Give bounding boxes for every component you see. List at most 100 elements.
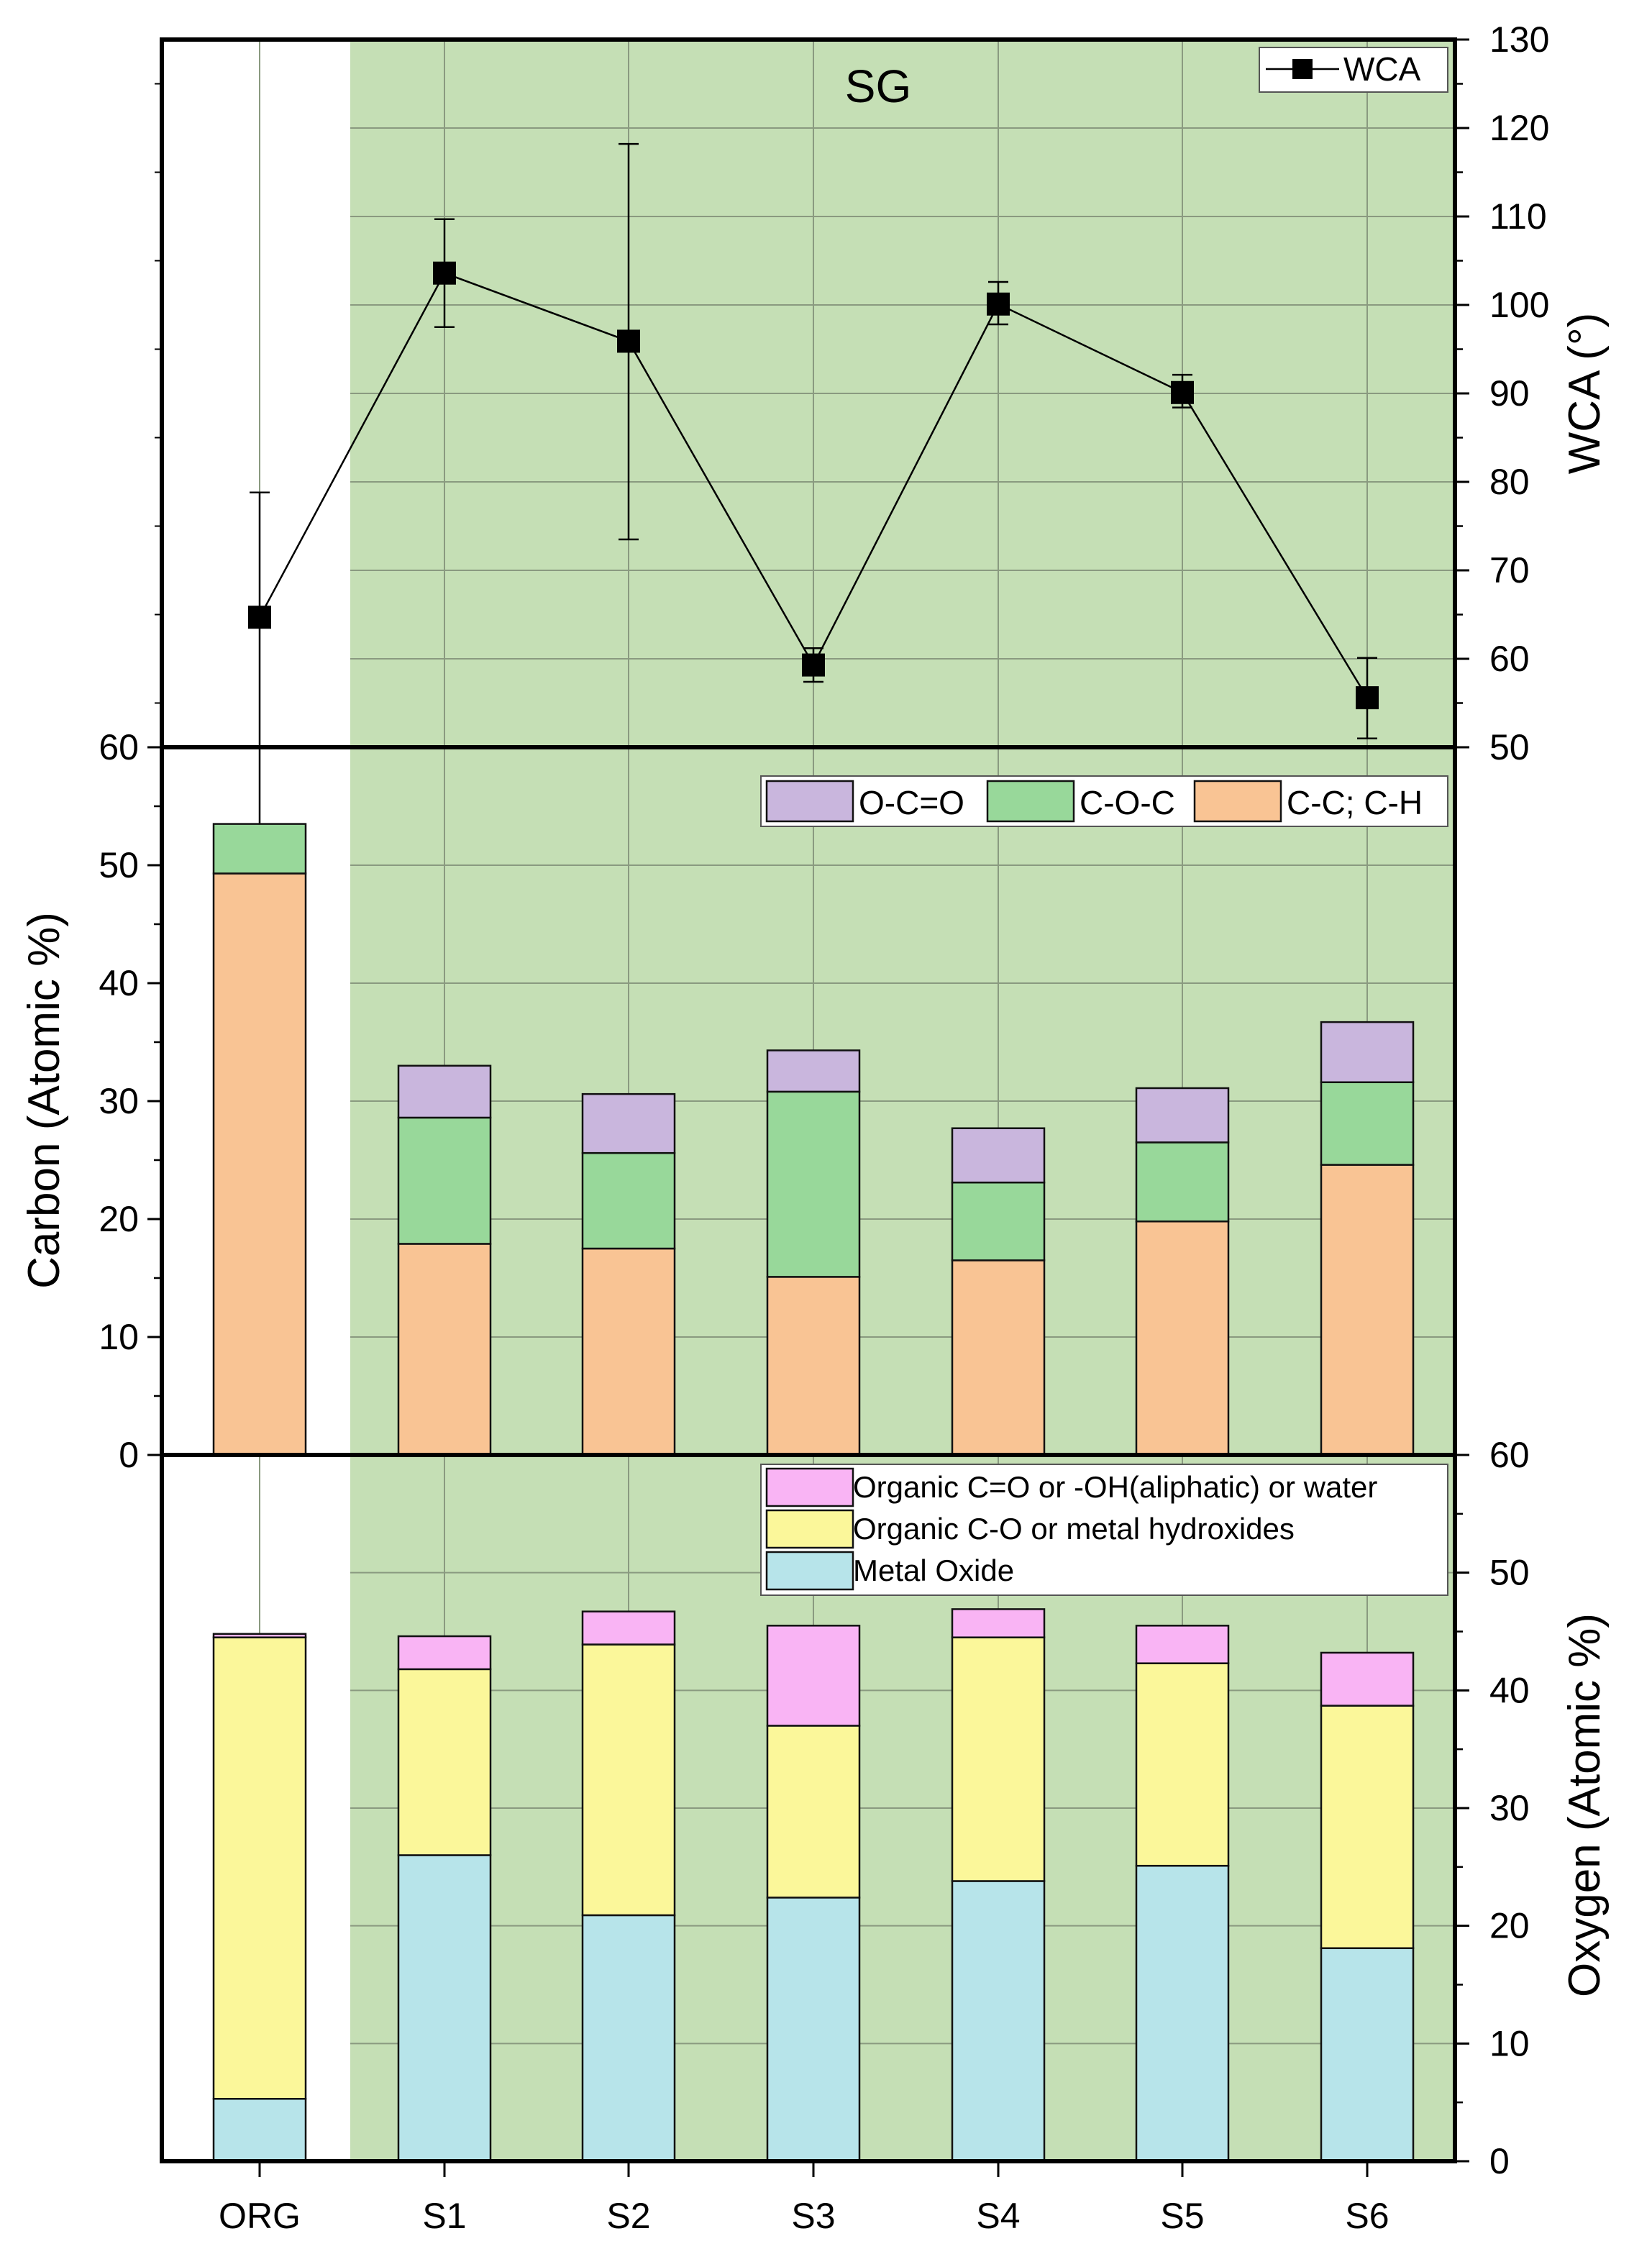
bar-p2-S2-s1 — [581, 1151, 676, 1250]
bar-p3-S5-s1 — [1135, 1662, 1230, 1867]
bar-p3-S3-s1 — [766, 1725, 861, 1899]
y-axis-title-carbon: Carbon (Atomic %) — [19, 912, 69, 1289]
ytick-label-p2-4: 40 — [99, 963, 139, 1003]
bar-p2-S4-s2 — [951, 1127, 1046, 1184]
legend-label-oxygen-2: Organic C=O or -OH(aliphatic) or water — [853, 1470, 1377, 1504]
legend-label-carbon-0: C-C; C-H — [1287, 784, 1423, 821]
ytick-label-p1-7: 120 — [1489, 108, 1549, 148]
bar-p2-S5-s0 — [1135, 1220, 1230, 1456]
bar-p2-S1-s0 — [397, 1243, 492, 1456]
ytick-label-p3-6: 60 — [1489, 1435, 1530, 1475]
legend-swatch-carbon-0 — [1193, 780, 1282, 823]
legends: WCA O-C=O C-O-C C-C; C-H Organic C=O or -OH(… — [760, 47, 1448, 1596]
bar-p3-S6-s1 — [1320, 1705, 1415, 1950]
bar-p3-S6-s0 — [1320, 1947, 1415, 2163]
bar-p3-S4-s1 — [951, 1636, 1046, 1882]
legend-label-carbon-2: O-C=O — [859, 784, 964, 821]
legend-marker-wca — [1292, 59, 1313, 79]
bar-p2-S3-s2 — [766, 1049, 861, 1093]
ytick-label-p1-4: 90 — [1489, 373, 1530, 414]
bar-p3-S2-s2 — [581, 1610, 676, 1646]
ytick-label-p2-6: 60 — [99, 727, 139, 767]
wca-point-ORG — [248, 606, 271, 629]
wca-point-S6 — [1356, 686, 1379, 710]
ytick-label-p3-2: 20 — [1489, 1906, 1530, 1946]
ytick-label-p2-1: 10 — [99, 1317, 139, 1357]
xtick-label-S6: S6 — [1345, 2196, 1389, 2236]
legend-box-wca — [1259, 47, 1448, 93]
bar-p2-S5-s1 — [1135, 1141, 1230, 1223]
panel-title-sg: SG — [845, 60, 911, 112]
legend-swatch-oxygen-2 — [765, 1467, 854, 1507]
bar-p2-ORG-s1 — [212, 823, 307, 875]
y-axis-title-wca: WCA (°) — [1560, 313, 1610, 475]
wca-point-S2 — [617, 329, 640, 353]
wca-point-S1 — [433, 261, 456, 285]
legend-label-oxygen-1: Organic C-O or metal hydroxides — [853, 1512, 1295, 1546]
legend-swatch-carbon-1 — [986, 780, 1075, 823]
bar-p3-S3-s2 — [766, 1625, 861, 1727]
axis-ticks — [147, 38, 1469, 2177]
ytick-label-p3-1: 10 — [1489, 2023, 1530, 2063]
bar-p2-S4-s0 — [951, 1259, 1046, 1456]
ytick-label-p1-6: 110 — [1489, 196, 1547, 237]
xtick-label-S4: S4 — [976, 2196, 1020, 2236]
bar-p3-ORG-s1 — [212, 1636, 307, 2100]
bar-p2-S4-s1 — [951, 1181, 1046, 1261]
ytick-label-p1-5: 100 — [1489, 285, 1549, 325]
bar-p2-S3-s1 — [766, 1090, 861, 1278]
ytick-label-p3-0: 0 — [1489, 2141, 1510, 2181]
xtick-label-S1: S1 — [422, 2196, 466, 2236]
ytick-label-p1-8: 130 — [1489, 19, 1549, 60]
ytick-label-p1-2: 70 — [1489, 550, 1530, 590]
y-axis-title-oxygen: Oxygen (Atomic %) — [1560, 1613, 1610, 1997]
xtick-label-S5: S5 — [1160, 2196, 1204, 2236]
legend-box-oxygen — [760, 1464, 1448, 1596]
wca-point-S5 — [1171, 380, 1194, 404]
ytick-label-p2-0: 0 — [119, 1435, 139, 1475]
xtick-label-S3: S3 — [791, 2196, 835, 2236]
bar-p3-S1-s1 — [397, 1668, 492, 1856]
bar-p2-S6-s1 — [1320, 1081, 1415, 1166]
bar-p2-S1-s1 — [397, 1116, 492, 1245]
bar-p2-S3-s0 — [766, 1276, 861, 1456]
bar-p3-ORG-s0 — [212, 2098, 307, 2163]
ytick-label-p3-5: 50 — [1489, 1553, 1530, 1593]
bar-p2-S6-s2 — [1320, 1021, 1415, 1084]
bar-p3-S4-s0 — [951, 1880, 1046, 2163]
ytick-label-p1-0: 50 — [1489, 727, 1530, 767]
bar-p3-S2-s0 — [581, 1914, 676, 2163]
ytick-label-p3-4: 40 — [1489, 1670, 1530, 1710]
bar-p3-S5-s2 — [1135, 1625, 1230, 1664]
xtick-label-ORG: ORG — [219, 2196, 301, 2236]
ytick-label-p3-3: 30 — [1489, 1788, 1530, 1828]
bar-p3-S1-s2 — [397, 1635, 492, 1671]
bar-p3-S5-s0 — [1135, 1864, 1230, 2163]
wca-point-S4 — [987, 292, 1010, 316]
data-marks — [212, 142, 1415, 2163]
bar-p2-ORG-s0 — [212, 872, 307, 1456]
bar-p2-S6-s0 — [1320, 1164, 1415, 1456]
ytick-label-p2-5: 50 — [99, 845, 139, 885]
bar-p3-S6-s2 — [1320, 1651, 1415, 1707]
legend-label-carbon-1: C-O-C — [1080, 784, 1175, 821]
bar-p2-S1-s2 — [397, 1064, 492, 1119]
bar-p2-S5-s2 — [1135, 1087, 1230, 1144]
ytick-label-p1-1: 60 — [1489, 639, 1530, 679]
bar-p3-ORG-s2 — [212, 1633, 307, 1638]
legend-label-oxygen-0: Metal Oxide — [853, 1553, 1014, 1587]
axis-labels: 50 60 70 80 90 100 110 120 130 0 10 20 30 40 50 60 0 10 20… — [19, 19, 1610, 2236]
ytick-label-p2-3: 30 — [99, 1081, 139, 1121]
bar-p3-S3-s0 — [766, 1897, 861, 2163]
bar-p3-S2-s1 — [581, 1643, 676, 1917]
legend-swatch-oxygen-0 — [765, 1551, 854, 1591]
legend-box-carbon — [760, 775, 1448, 827]
legend-swatch-oxygen-1 — [765, 1509, 854, 1549]
bar-p3-S4-s2 — [951, 1608, 1046, 1638]
bar-p2-S2-s2 — [581, 1092, 676, 1154]
wca-point-S3 — [802, 653, 825, 677]
bar-p3-S1-s0 — [397, 1854, 492, 2163]
xtick-label-S2: S2 — [606, 2196, 650, 2236]
ytick-label-p1-3: 80 — [1489, 462, 1530, 502]
